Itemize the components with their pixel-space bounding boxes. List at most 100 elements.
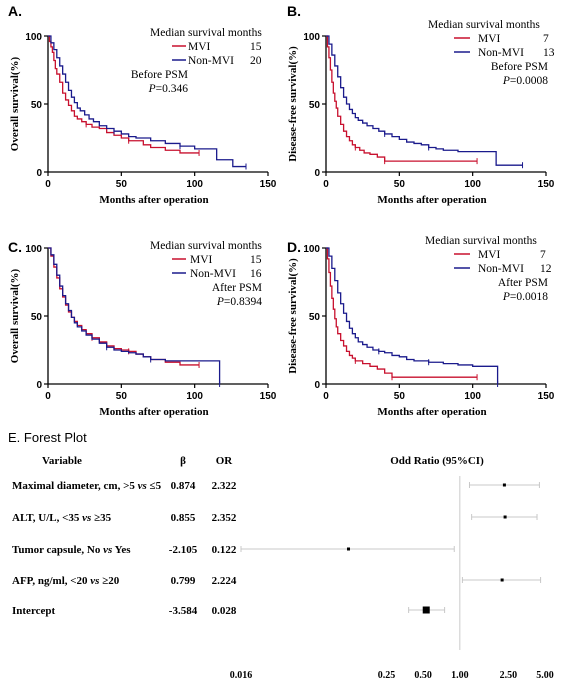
forest-row-or: 2.352 bbox=[212, 512, 237, 524]
p-number: =0.8394 bbox=[224, 296, 262, 308]
x-tick-label: 100 bbox=[186, 391, 203, 402]
label-part: vs bbox=[82, 512, 91, 524]
legend-series-value: 16 bbox=[250, 268, 262, 280]
y-tick-label: 0 bbox=[314, 380, 320, 391]
p-value: P=0.0008 bbox=[502, 75, 548, 87]
or-point bbox=[347, 547, 351, 551]
forest-row-label: Intercept bbox=[12, 605, 56, 617]
label-part: Tumor capsule, No bbox=[12, 544, 103, 556]
x-tick-label: 100 bbox=[464, 391, 481, 402]
series-line-mvi bbox=[326, 35, 478, 162]
legend-title: Median survival months bbox=[150, 240, 262, 252]
y-axis-label: Disease-free survival(%) bbox=[287, 258, 299, 374]
x-tick-label: 150 bbox=[538, 391, 555, 402]
legend-note: Before PSM bbox=[491, 61, 548, 73]
label-part: Yes bbox=[112, 544, 131, 556]
p-number: =0.0008 bbox=[510, 75, 548, 87]
y-tick-label: 0 bbox=[314, 168, 320, 179]
y-tick-label: 100 bbox=[25, 244, 42, 255]
km-panel-2: B. 0 50 100 150 0 50 100 Months after operation D… bbox=[287, 3, 555, 206]
legend-series-name: Non-MVI bbox=[188, 55, 234, 67]
x-axis-label: Months after operation bbox=[377, 194, 486, 206]
series-line-mvi bbox=[48, 35, 200, 154]
km-panel-1: A. 0 50 100 150 0 50 100 Months after operation O… bbox=[8, 3, 277, 206]
forest-row-or: 2.322 bbox=[212, 480, 237, 492]
forest-row-beta: -3.584 bbox=[169, 605, 198, 617]
label-part: Maximal diameter, cm, >5 bbox=[12, 480, 138, 492]
series-line-non-mvi bbox=[326, 35, 523, 166]
legend-series-value: 13 bbox=[543, 47, 555, 59]
panel-letter: A. bbox=[8, 3, 22, 19]
y-tick-label: 100 bbox=[303, 32, 320, 43]
legend-series-name: MVI bbox=[190, 254, 213, 266]
y-axis-label: Disease-free survival(%) bbox=[287, 46, 299, 162]
forest-row-beta: 0.855 bbox=[171, 512, 196, 524]
forest-x-tick-label: 0.25 bbox=[378, 670, 396, 681]
forest-x-tick-label: 2.50 bbox=[500, 670, 518, 681]
legend-series-name: Non-MVI bbox=[478, 47, 524, 59]
p-value: P=0.0018 bbox=[502, 291, 548, 303]
legend-series-name: MVI bbox=[188, 41, 211, 53]
panel-letter: C. bbox=[8, 239, 22, 255]
x-tick-label: 150 bbox=[538, 179, 555, 190]
p-value: P=0.8394 bbox=[216, 296, 262, 308]
p-symbol: P bbox=[216, 296, 224, 308]
y-tick-label: 0 bbox=[36, 380, 42, 391]
x-tick-label: 50 bbox=[394, 391, 406, 402]
label-part: ≤5 bbox=[147, 480, 162, 492]
forest-panel: E. Forest Plot Variable β OR Odd Ratio (95%C… bbox=[8, 430, 554, 681]
label-part: ≥20 bbox=[99, 575, 119, 587]
forest-row-beta: 0.799 bbox=[171, 575, 196, 587]
x-tick-label: 50 bbox=[394, 179, 406, 190]
label-part: ≥35 bbox=[91, 512, 111, 524]
legend-note: Before PSM bbox=[131, 69, 188, 81]
p-number: =0.346 bbox=[156, 83, 189, 95]
forest-x-tick-label: 0.016 bbox=[230, 670, 253, 681]
forest-header-or: OR bbox=[216, 455, 234, 467]
legend-series-value: 7 bbox=[540, 249, 546, 261]
x-tick-label: 150 bbox=[260, 391, 277, 402]
label-part: ALT, U/L, <35 bbox=[12, 512, 82, 524]
series-line-non-mvi bbox=[48, 247, 221, 384]
x-tick-label: 150 bbox=[260, 179, 277, 190]
forest-title: E. Forest Plot bbox=[8, 430, 87, 445]
legend-series-value: 12 bbox=[540, 263, 552, 275]
p-symbol: P bbox=[502, 75, 510, 87]
km-panel-3: C. 0 50 100 150 0 50 100 Months after operation O… bbox=[8, 239, 277, 418]
label-part: vs bbox=[138, 480, 147, 492]
forest-x-tick-label: 5.00 bbox=[536, 670, 554, 681]
x-tick-label: 0 bbox=[45, 391, 51, 402]
forest-x-tick-label: 0.50 bbox=[414, 670, 432, 681]
series-line-non-mvi bbox=[48, 35, 246, 168]
label-part: AFP, ng/ml, <20 bbox=[12, 575, 90, 587]
p-value: P=0.346 bbox=[148, 83, 189, 95]
legend-series-name: MVI bbox=[478, 33, 501, 45]
forest-row-label: AFP, ng/ml, <20 vs ≥20 bbox=[12, 575, 120, 587]
panel-letter: D. bbox=[287, 239, 301, 255]
label-part: Intercept bbox=[12, 605, 56, 617]
y-tick-label: 50 bbox=[31, 100, 43, 111]
or-point bbox=[503, 515, 507, 519]
forest-row-label: Tumor capsule, No vs Yes bbox=[12, 544, 131, 556]
label-part: vs bbox=[103, 544, 112, 556]
legend-series-value: 15 bbox=[250, 254, 262, 266]
x-tick-label: 50 bbox=[116, 391, 128, 402]
x-axis-label: Months after operation bbox=[377, 406, 486, 418]
x-tick-label: 0 bbox=[323, 179, 329, 190]
y-axis-label: Overall survival(%) bbox=[9, 56, 21, 151]
p-symbol: P bbox=[502, 291, 510, 303]
label-part: vs bbox=[90, 575, 99, 587]
x-tick-label: 0 bbox=[45, 179, 51, 190]
legend-series-value: 15 bbox=[250, 41, 262, 53]
y-tick-label: 50 bbox=[309, 100, 321, 111]
y-tick-label: 0 bbox=[36, 168, 42, 179]
y-tick-label: 50 bbox=[309, 312, 321, 323]
km-panel-4: D. 0 50 100 150 0 50 100 Months after operation D… bbox=[287, 235, 555, 418]
panel-letter: B. bbox=[287, 3, 301, 19]
series-line-mvi bbox=[326, 247, 478, 378]
forest-header-variable: Variable bbox=[42, 455, 82, 467]
forest-x-tick-label: 1.00 bbox=[451, 670, 469, 681]
forest-header-plot: Odd Ratio (95%CI) bbox=[390, 455, 484, 467]
x-axis-label: Months after operation bbox=[99, 194, 208, 206]
legend-title: Median survival months bbox=[428, 19, 540, 31]
